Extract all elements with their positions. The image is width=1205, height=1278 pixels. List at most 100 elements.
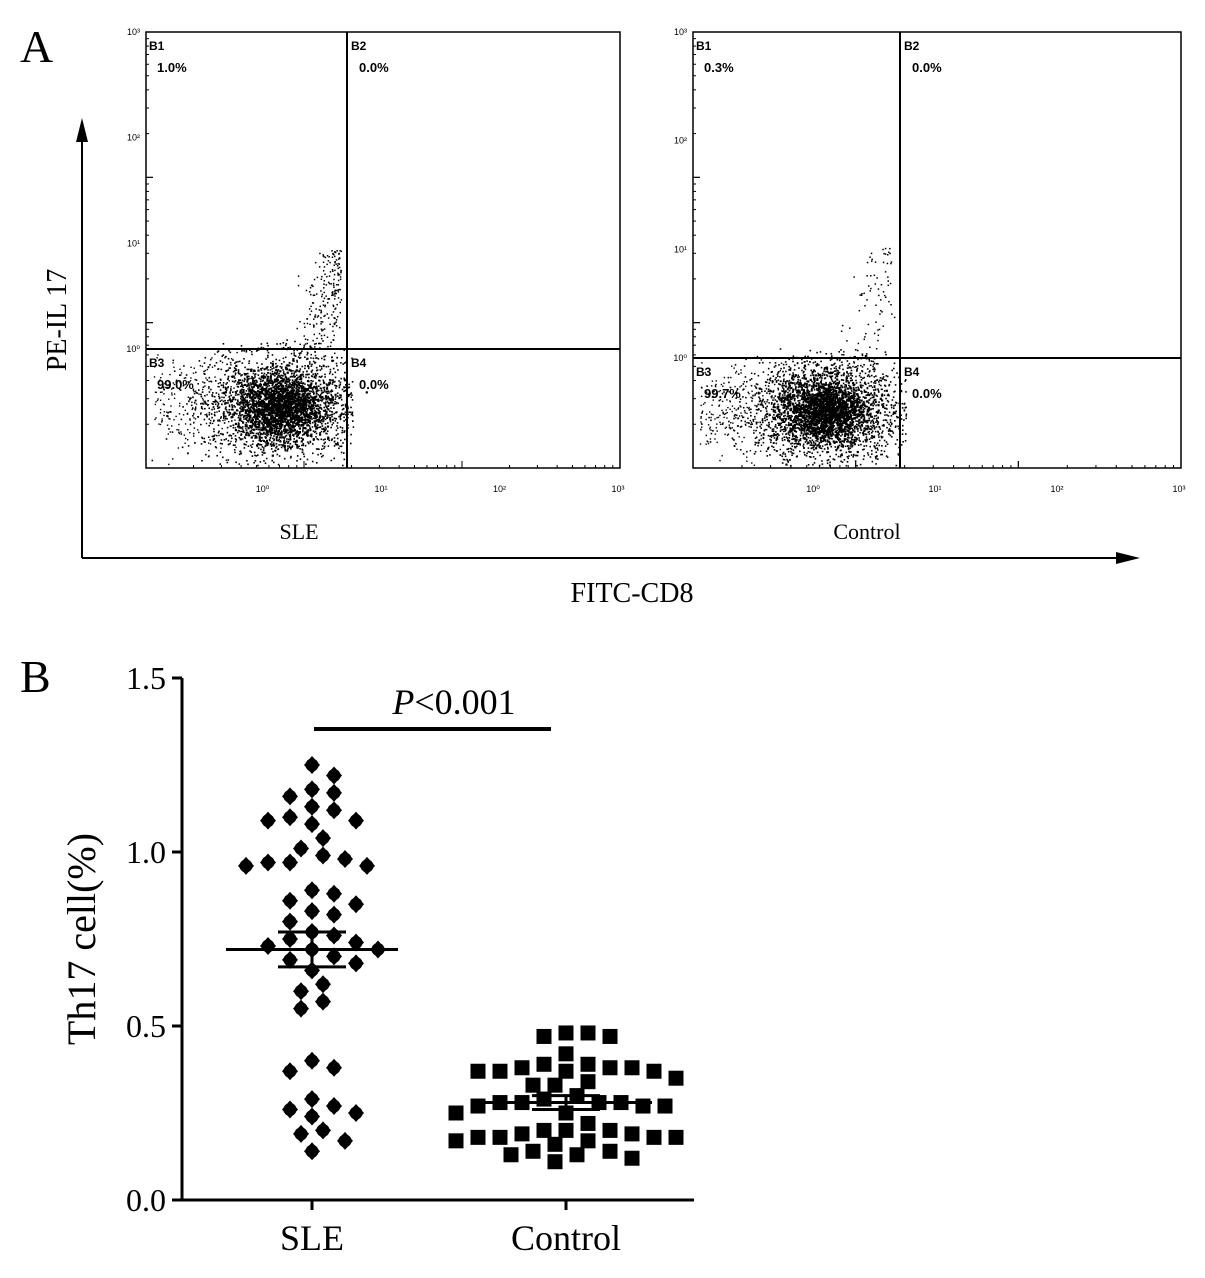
p-italic: P <box>391 682 414 722</box>
data-point-control <box>581 1025 596 1040</box>
data-point-core <box>350 936 363 949</box>
y-tick-label: 10¹ <box>674 244 687 254</box>
data-point-control <box>603 1060 618 1075</box>
data-point-control <box>504 1147 519 1162</box>
x-tick-label: 10⁰ <box>256 484 270 494</box>
panel-b-label: B <box>20 651 51 702</box>
data-point-control <box>471 1099 486 1114</box>
data-point-core <box>284 1065 297 1078</box>
data-point-core <box>306 1093 319 1106</box>
data-point-core <box>284 953 297 966</box>
data-point-control <box>658 1099 673 1114</box>
data-point-core <box>328 769 341 782</box>
data-point-core <box>306 800 319 813</box>
y-tick-label: 1.0 <box>126 834 166 870</box>
y-tick-label: 10² <box>674 136 687 146</box>
y-tick-label: 10⁰ <box>126 344 140 354</box>
data-point-control <box>449 1106 464 1121</box>
data-point-control <box>581 1074 596 1089</box>
data-point-core <box>295 842 308 855</box>
data-point-control <box>537 1092 552 1107</box>
data-point-core <box>284 933 297 946</box>
quadrant-id: B4 <box>351 356 367 370</box>
data-point-core <box>306 759 319 772</box>
x-tick-label: 10³ <box>611 484 624 494</box>
y-tick-label: 1.5 <box>126 660 166 696</box>
data-point-control <box>526 1144 541 1159</box>
panel-a-xlabel: FITC-CD8 <box>571 578 694 609</box>
data-point-core <box>284 1103 297 1116</box>
p-value-annotation: P<0.001 <box>391 682 515 722</box>
data-point-control <box>625 1151 640 1166</box>
quadrant-value: 0.3% <box>704 60 734 75</box>
data-point-core <box>339 1134 352 1147</box>
data-point-control <box>559 1025 574 1040</box>
data-point-core <box>317 832 330 845</box>
data-point-core <box>317 849 330 862</box>
data-point-core <box>328 786 341 799</box>
data-point-control <box>603 1144 618 1159</box>
x-tick-label: SLE <box>280 1218 344 1258</box>
data-point-core <box>328 950 341 963</box>
x-tick-label: 10² <box>493 484 506 494</box>
p-value-text: <0.001 <box>414 682 515 722</box>
data-point-control <box>669 1071 684 1086</box>
data-point-control <box>559 1123 574 1138</box>
data-point-control <box>537 1029 552 1044</box>
data-point-control <box>647 1064 662 1079</box>
quadrant-value: 0.0% <box>359 377 389 392</box>
y-tick-label: 10⁰ <box>673 353 687 363</box>
data-point-control <box>581 1116 596 1131</box>
data-point-control <box>449 1133 464 1148</box>
data-point-core <box>306 905 319 918</box>
data-point-control <box>581 1133 596 1148</box>
data-point-core <box>284 790 297 803</box>
data-point-core <box>284 894 297 907</box>
quadrant-value: 0.0% <box>359 60 389 75</box>
data-point-core <box>306 1145 319 1158</box>
y-axis-label: Th17 cell(%) <box>59 833 104 1045</box>
quadrant-value: 99.7% <box>704 386 741 401</box>
data-point-core <box>350 957 363 970</box>
data-point-control <box>625 1126 640 1141</box>
data-point-control <box>526 1078 541 1093</box>
data-point-core <box>306 1054 319 1067</box>
flow-plot-sle: B1 1.0% B2 0.0% B3 99.0% B4 0.0% 10⁰ 10¹ 10² 10³ 10⁰… <box>126 27 624 544</box>
x-tick-label: Control <box>511 1218 621 1258</box>
x-arrow-head <box>1116 552 1140 564</box>
plot-frame <box>693 32 1181 468</box>
data-point-core <box>328 804 341 817</box>
panel-a-label: A <box>20 21 53 72</box>
data-point-control <box>603 1029 618 1044</box>
y-tick-label: 10³ <box>674 27 687 37</box>
data-point-control <box>515 1126 530 1141</box>
data-point-core <box>306 884 319 897</box>
data-point-core <box>328 908 341 921</box>
data-point-core <box>306 783 319 796</box>
flow-plots: B1 1.0% B2 0.0% B3 99.0% B4 0.0% 10⁰ 10¹ 10² 10³ 10⁰… <box>126 27 1185 544</box>
data-point-control <box>548 1154 563 1169</box>
data-point-control <box>559 1064 574 1079</box>
data-point-control <box>471 1064 486 1079</box>
quadrant-id: B3 <box>149 356 165 370</box>
data-point-core <box>262 856 275 869</box>
y-arrow-head <box>76 118 88 142</box>
panel-b-chart: 0.0 0.5 1.0 1.5 Th17 cell(%) SLE Control P<0.00… <box>59 660 694 1258</box>
data-point-core <box>350 814 363 827</box>
data-point-control <box>603 1123 618 1138</box>
data-point-core <box>350 1107 363 1120</box>
x-tick-label: 10¹ <box>374 484 387 494</box>
quadrant-value: 0.0% <box>912 386 942 401</box>
data-point-control <box>647 1130 662 1145</box>
data-point-core <box>361 859 374 872</box>
data-point-core <box>328 887 341 900</box>
quadrant-id: B3 <box>696 365 712 379</box>
quadrant-id: B1 <box>149 39 165 53</box>
y-tick-label: 10¹ <box>127 238 140 248</box>
data-point-control <box>493 1130 508 1145</box>
data-point-core <box>339 852 352 865</box>
data-point-core <box>328 1100 341 1113</box>
x-tick-label: 10³ <box>1172 484 1185 494</box>
data-point-core <box>317 978 330 991</box>
quadrant-value: 1.0% <box>157 60 187 75</box>
